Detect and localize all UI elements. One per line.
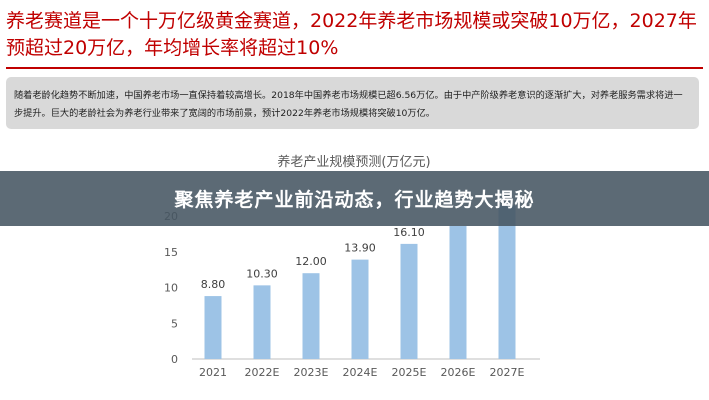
- bar-value-label: 13.90: [344, 242, 376, 255]
- bars: [204, 205, 516, 359]
- bar-value-label: 8.80: [201, 278, 226, 291]
- y-tick-label: 15: [164, 246, 178, 259]
- chart-title: 养老产业规模预测(万亿元): [277, 154, 430, 170]
- y-tick-label: 0: [171, 353, 178, 366]
- x-tick-label: 2022E: [245, 366, 280, 379]
- bar-value-label: 12.00: [295, 255, 327, 268]
- headline: 养老赛道是一个十万亿级黄金赛道，2022年养老市场规模或突破10万亿，2027年…: [6, 10, 697, 59]
- data-labels: 8.80 10.30 12.00 13.90 16.10: [201, 226, 425, 291]
- y-tick-label: 5: [171, 317, 178, 330]
- note-box: 随着老龄化趋势不断加速，中国养老市场一直保持着较高增长。2018年中国养老市场规…: [6, 77, 699, 129]
- bar: [400, 243, 418, 359]
- y-tick-label: 10: [164, 282, 178, 295]
- bar: [351, 259, 369, 359]
- x-tick-label: 2026E: [441, 366, 476, 379]
- x-tick-label: 2021: [199, 366, 227, 379]
- bar: [449, 226, 467, 359]
- bar-value-label: 16.10: [393, 226, 425, 239]
- x-tick-label: 2024E: [343, 366, 378, 379]
- y-axis-ticks: 05101520: [164, 210, 178, 366]
- bar: [253, 285, 271, 359]
- bar: [302, 273, 320, 359]
- x-tick-label: 2027E: [490, 366, 525, 379]
- bar-value-label: 10.30: [246, 267, 278, 280]
- headline-divider: [6, 67, 703, 69]
- x-tick-label: 2025E: [392, 366, 427, 379]
- bar: [498, 205, 516, 359]
- x-tick-label: 2023E: [294, 366, 329, 379]
- bar: [204, 296, 222, 359]
- overlay-banner-text: 聚焦养老产业前沿动态，行业趋势大揭秘: [174, 189, 535, 211]
- overlay-banner: 聚焦养老产业前沿动态，行业趋势大揭秘: [0, 171, 709, 226]
- x-axis-ticks: 2021 2022E 2023E 2024E 2025E 2026E 2027E: [199, 366, 525, 379]
